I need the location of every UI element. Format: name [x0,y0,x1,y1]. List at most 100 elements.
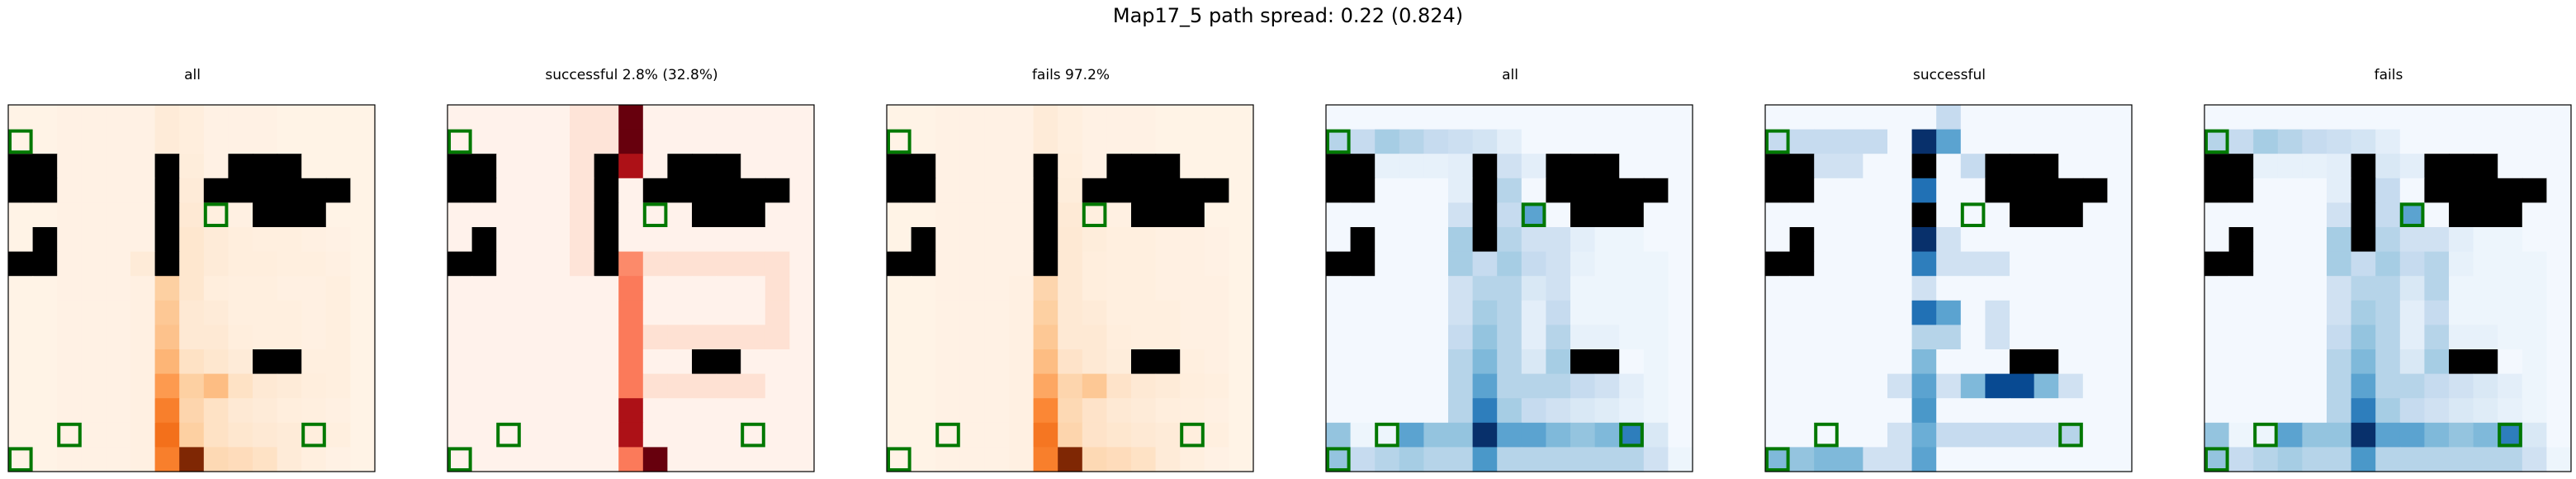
heatmap-cell [1789,300,1815,325]
obstacle-cell [1789,227,1815,253]
heatmap-cell [447,105,473,130]
obstacle-cell [2228,178,2254,203]
heatmap-cell [2034,129,2059,154]
obstacle-cell [1472,202,1498,228]
heatmap-cell [716,422,741,448]
heatmap-cell [2351,129,2376,154]
heatmap-cell [2449,447,2474,472]
heatmap-cell [2327,398,2352,424]
heatmap-cell [496,325,522,350]
heatmap-cell [471,422,497,448]
heatmap-cell [2228,202,2254,228]
heatmap-cell [1643,276,1669,301]
heatmap-cell [203,227,229,253]
heatmap-cell [2253,154,2279,179]
heatmap-cell [2277,422,2303,448]
heatmap-cell [1497,398,1522,424]
heatmap-cell [2010,447,2035,472]
heatmap-cell [1911,276,1937,301]
heatmap-cell [618,447,644,472]
heatmap-cell [667,325,693,350]
heatmap-cell [496,178,522,203]
obstacle-cell [911,251,936,277]
heatmap-cell [1814,447,1840,472]
heatmap-cell [2399,398,2425,424]
heatmap-cell [2082,251,2108,277]
heatmap-cell [57,129,83,154]
obstacle-cell [154,178,180,203]
heatmap-cell [1765,349,1791,375]
heatmap-cell [1838,422,1863,448]
heatmap-cell [1472,349,1498,375]
obstacle-cell [1131,202,1157,228]
heatmap-cell [8,447,34,472]
heatmap-cell [1229,129,1254,154]
heatmap-cell [2522,398,2547,424]
heatmap-cell [2498,105,2523,130]
heatmap-cell [1887,373,1913,399]
heatmap-cell [1911,398,1937,424]
heatmap-cell [2253,178,2279,203]
heatmap-cell [765,325,790,350]
heatmap-cell [228,398,253,424]
heatmap-cell [2498,373,2523,399]
obstacle-cell [1472,178,1498,203]
heatmap-cell [2327,129,2352,154]
heatmap-cell [1350,398,1376,424]
heatmap-cell [789,300,815,325]
heatmap-cell [2546,129,2572,154]
heatmap-cell [692,373,717,399]
heatmap-cell [911,398,936,424]
heatmap-cell [1155,251,1181,277]
heatmap-cell [179,129,205,154]
heatmap-cell [2010,227,2035,253]
heatmap-cell [228,349,253,375]
obstacle-cell [203,178,229,203]
heatmap-cell [984,154,1010,179]
heatmap-cell [325,300,351,325]
heatmap-cell [1009,349,1035,375]
heatmap-cell [8,349,34,375]
obstacle-cell [301,202,327,228]
heatmap-cell [325,154,351,179]
heatmap-cell [765,422,790,448]
heatmap-cell [741,105,766,130]
heatmap-cell [1521,447,1546,472]
heatmap-cell [228,276,253,301]
heatmap-cell [1058,202,1083,228]
obstacle-cell [911,154,936,179]
heatmap-cell [1375,373,1400,399]
obstacle-cell [2228,154,2254,179]
heatmap-cell [1155,129,1181,154]
heatmap-cell [81,349,107,375]
heatmap-cell [81,447,107,472]
heatmap-cell [1643,129,1669,154]
heatmap-cell [1106,227,1132,253]
heatmap-cell [81,154,107,179]
heatmap-cell [789,349,815,375]
heatmap-cell [1960,325,1986,350]
obstacle-cell [471,178,497,203]
heatmap-cell [520,105,546,130]
heatmap-cell [570,447,595,472]
heatmap-cell [1009,227,1035,253]
heatmap-cell [984,178,1010,203]
heatmap-cell [1863,300,1888,325]
heatmap-cell [179,447,205,472]
heatmap-cell [2473,300,2498,325]
heatmap-cell [1423,398,1449,424]
heatmap-cell [2302,276,2327,301]
heatmap-cell [1423,202,1449,228]
target-marker [2253,422,2278,448]
heatmap-cell [301,373,327,399]
heatmap-cell [1229,276,1254,301]
heatmap-cell [2399,373,2425,399]
obstacle-cell [8,251,34,277]
axes-frame [1325,104,1693,472]
heatmap-cell [667,276,693,301]
heatmap-cell [1155,447,1181,472]
obstacle-cell [667,154,693,179]
heatmap-cell [1789,325,1815,350]
target-marker [1619,422,1644,448]
heatmap-cell [2204,300,2230,325]
